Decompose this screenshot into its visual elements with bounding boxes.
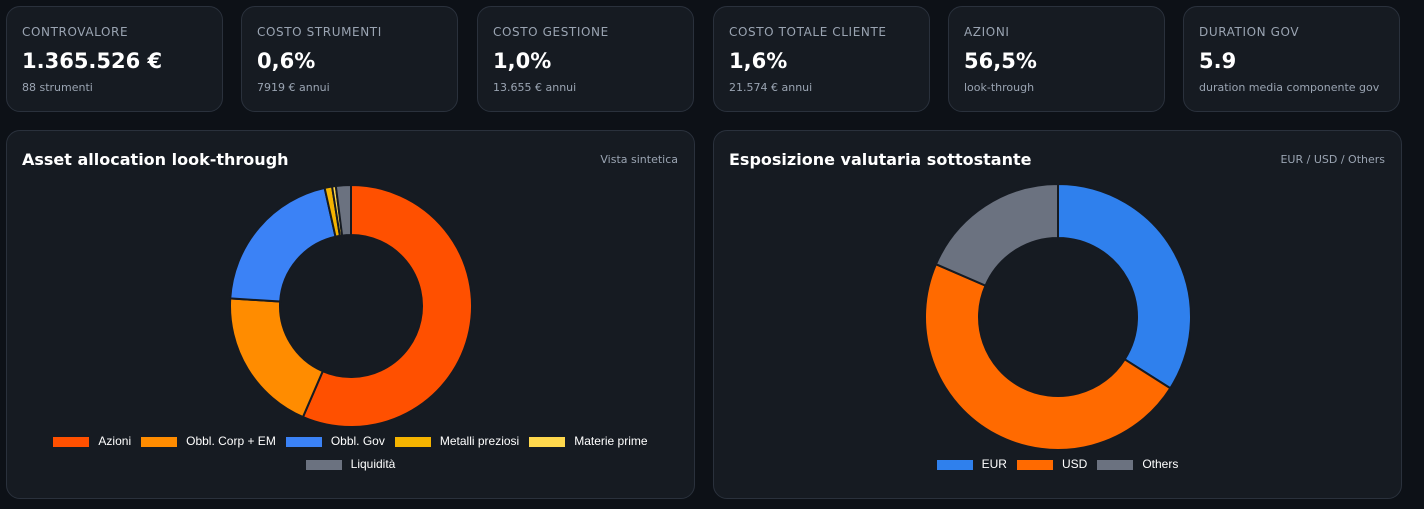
donut-slice (229, 297, 325, 419)
legend: EUR USD Others (748, 453, 1368, 476)
legend-item: Metalli preziosi (394, 430, 520, 453)
chart-subtitle: Vista sintetica (600, 153, 678, 166)
legend-item: Materie prime (529, 430, 648, 453)
donut-slice (1057, 182, 1192, 390)
kpi-label: AZIONI (964, 25, 1010, 39)
legend-swatch (305, 459, 342, 470)
legend-item: Others (1097, 453, 1178, 476)
kpi-note: 7919 € annui (257, 81, 330, 94)
kpi-card: CONTROVALORE 1.365.526 € 88 strumenti (6, 6, 223, 112)
kpi-label: COSTO STRUMENTI (257, 25, 382, 39)
legend-label: Liquidità (350, 457, 396, 471)
kpi-note: duration media componente gov (1199, 81, 1380, 94)
chart-panel: Esposizione valutaria sottostante EUR / U… (713, 130, 1402, 499)
legend-item: Obbl. Corp + EM (141, 430, 276, 453)
donut-chart (924, 182, 1192, 451)
kpi-value: 1,6% (729, 49, 788, 73)
legend-label: Obbl. Corp + EM (186, 434, 276, 448)
kpi-value: 1,0% (493, 49, 552, 73)
legend: Azioni Obbl. Corp + EM Obbl. Gov Metalli pr… (41, 430, 661, 476)
donut-chart (229, 183, 473, 428)
legend-item: Azioni (53, 430, 131, 453)
kpi-value: 5.9 (1199, 49, 1237, 73)
kpi-label: COSTO GESTIONE (493, 25, 609, 39)
legend-label: Metalli preziosi (439, 434, 520, 448)
donut-slice (229, 186, 337, 303)
legend-item: Obbl. Gov (285, 430, 385, 453)
donut-slice (934, 182, 1059, 287)
legend-swatch (285, 436, 322, 447)
kpi-card: COSTO TOTALE CLIENTE 1,6% 21.574 € annui (713, 6, 930, 112)
chart-panel: Asset allocation look-through Vista sinte… (6, 130, 695, 499)
kpi-note: 13.655 € annui (493, 81, 577, 94)
chart-title: Asset allocation look-through (22, 150, 289, 169)
donut-slice (301, 183, 473, 428)
legend-label: Obbl. Gov (330, 434, 385, 448)
legend-item: EUR (936, 453, 1007, 476)
kpi-card: AZIONI 56,5% look-through (948, 6, 1165, 112)
chart-title: Esposizione valutaria sottostante (729, 150, 1032, 169)
kpi-note: 88 strumenti (22, 81, 93, 94)
legend-swatch (1016, 459, 1053, 470)
kpi-value: 1.365.526 € (22, 49, 163, 73)
legend-swatch (1097, 459, 1134, 470)
kpi-note: 21.574 € annui (729, 81, 813, 94)
kpi-label: CONTROVALORE (22, 25, 129, 39)
kpi-card: COSTO STRUMENTI 0,6% 7919 € annui (241, 6, 458, 112)
legend-swatch (53, 436, 90, 447)
legend-label: USD (1061, 457, 1088, 471)
chart-subtitle: EUR / USD / Others (1280, 153, 1385, 166)
legend-swatch (394, 436, 431, 447)
kpi-label: COSTO TOTALE CLIENTE (729, 25, 887, 39)
legend-label: Others (1142, 457, 1179, 471)
legend-item: Liquidità (305, 453, 396, 476)
legend-swatch (936, 459, 973, 470)
kpi-note: look-through (964, 81, 1035, 94)
kpi-card: DURATION GOV 5.9 duration media componente… (1183, 6, 1400, 112)
donut-slice (334, 183, 352, 237)
donut-slice (924, 262, 1172, 451)
legend-swatch (141, 436, 178, 447)
kpi-label: DURATION GOV (1199, 25, 1300, 39)
legend-label: Azioni (98, 434, 132, 448)
legend-label: EUR (981, 457, 1007, 471)
kpi-card: COSTO GESTIONE 1,0% 13.655 € annui (477, 6, 694, 112)
kpi-value: 0,6% (257, 49, 316, 73)
legend-swatch (529, 436, 566, 447)
legend-item: USD (1016, 453, 1088, 476)
legend-label: Materie prime (574, 434, 648, 448)
kpi-value: 56,5% (964, 49, 1037, 73)
